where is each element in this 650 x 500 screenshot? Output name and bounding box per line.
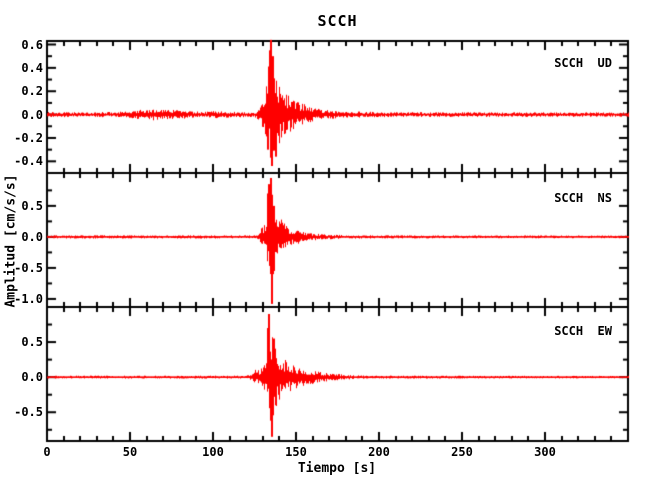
y-tick-label: 0.0 xyxy=(21,107,43,122)
y-tick-label: -1.0 xyxy=(14,291,43,306)
x-tick-label: 300 xyxy=(534,445,556,459)
y-tick-label: 0.5 xyxy=(21,335,43,350)
x-tick-label: 100 xyxy=(202,445,224,459)
y-tick-label: 0.4 xyxy=(21,60,43,75)
x-axis-label: Tiempo [s] xyxy=(297,461,377,476)
x-tick-label: 50 xyxy=(122,445,138,459)
panel-label-ew: SCCH EW xyxy=(554,324,612,338)
x-tick-label: 200 xyxy=(368,445,390,459)
y-tick-label: 0.2 xyxy=(21,84,43,99)
y-tick-label: 0.5 xyxy=(21,198,43,213)
y-tick-label: 0.0 xyxy=(21,229,43,244)
x-tick-label: 250 xyxy=(451,445,473,459)
y-tick-label: 0.0 xyxy=(21,370,43,385)
y-axis-label: Amplitud [cm/s/s] xyxy=(3,174,19,308)
x-tick-label: 0 xyxy=(43,445,51,459)
x-tick-label: 150 xyxy=(285,445,307,459)
chart-title: SCCH xyxy=(317,12,358,30)
panel-label-ns: SCCH NS xyxy=(554,191,612,205)
y-tick-label: -0.4 xyxy=(14,154,43,169)
y-tick-label: -0.5 xyxy=(14,260,43,275)
panel-label-ud: SCCH UD xyxy=(554,56,612,70)
y-tick-label: -0.5 xyxy=(14,405,43,420)
y-tick-label: -0.2 xyxy=(14,130,43,145)
y-tick-label: 0.6 xyxy=(21,37,43,52)
